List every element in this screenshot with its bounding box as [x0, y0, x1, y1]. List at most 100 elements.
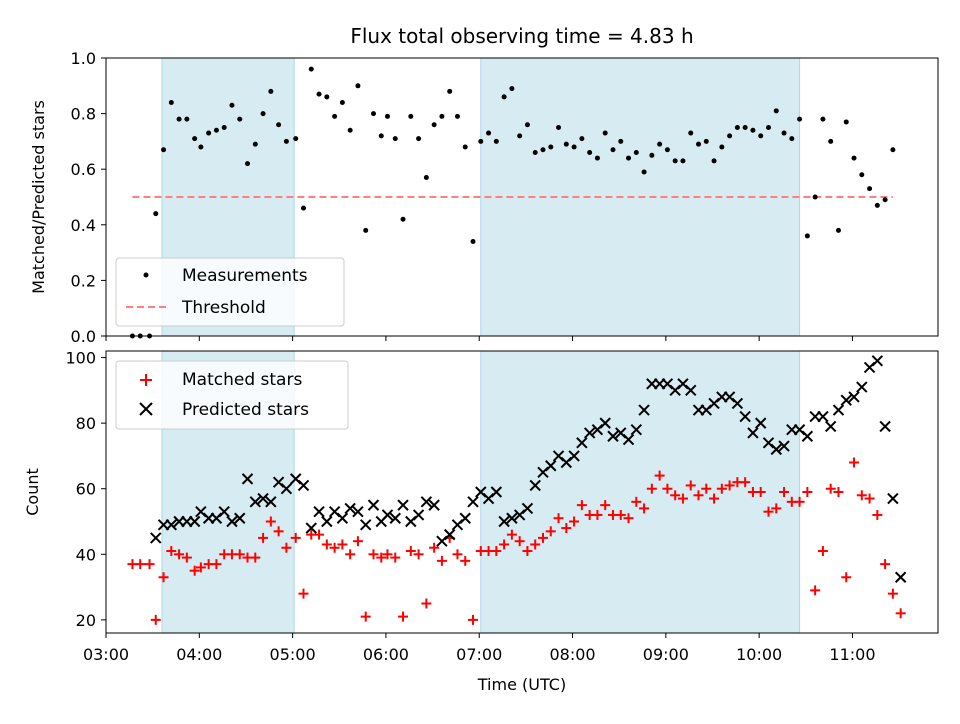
predicted-star-point	[599, 417, 611, 429]
measurement-point	[206, 130, 212, 136]
predicted-star-point	[352, 505, 364, 518]
predicted-star-point	[397, 499, 409, 511]
matched-star-point	[514, 536, 525, 547]
bottom-axes-frame	[105, 350, 939, 634]
predicted-star-point	[755, 417, 767, 429]
matched-star-point	[436, 555, 447, 566]
predicted-star-point	[344, 502, 356, 515]
measurement-point	[804, 233, 810, 239]
measurement-point	[416, 136, 422, 142]
matched-star-point	[802, 487, 813, 497]
bottom-xtick-label: 06:00	[363, 645, 409, 664]
matched-star-point	[755, 487, 766, 497]
matched-star-point	[195, 562, 206, 573]
top-yticks: 0.0 0.2 0.4 0.6 0.8 1.0	[71, 49, 106, 346]
measurement-point	[524, 122, 530, 128]
matched-star-point	[794, 496, 805, 507]
measurement-point	[874, 202, 880, 208]
predicted-star-point	[428, 499, 440, 511]
measurement-point	[308, 66, 314, 72]
measurement-point	[781, 130, 787, 136]
predicted-star-point	[249, 496, 262, 508]
measurement-point	[626, 155, 632, 161]
matched-star-point	[491, 546, 502, 557]
measurement-point	[501, 94, 507, 100]
bottom-xtick-label: 11:00	[829, 645, 875, 664]
measurement-point	[882, 197, 888, 203]
predicted-star-point	[321, 515, 333, 528]
matched-star-point	[150, 614, 161, 625]
measurement-point	[184, 116, 190, 122]
measurement-point	[867, 186, 873, 192]
measurement-point	[835, 227, 841, 233]
matched-star-point	[345, 549, 356, 560]
measurement-point	[563, 141, 569, 147]
predicted-star-point	[529, 479, 541, 492]
matched-star-point	[872, 509, 883, 520]
matched-star-point	[258, 532, 269, 543]
measurement-point	[408, 113, 414, 119]
measurement-point	[347, 127, 353, 133]
measurement-point	[293, 136, 299, 142]
matched-star-point	[685, 480, 696, 491]
predicted-star-point	[297, 479, 310, 492]
measurement-point	[221, 125, 227, 130]
matched-star-point	[763, 506, 774, 517]
bottom-xtick-label: 03:00	[83, 645, 129, 664]
matched-star-point	[779, 487, 790, 497]
matched-star-point	[329, 542, 340, 553]
measurement-point	[384, 113, 390, 119]
measurement-point	[789, 136, 795, 142]
matched-star-point	[646, 483, 657, 494]
matched-star-point	[298, 588, 309, 599]
chart-title: Flux total observing time = 4.83 h	[350, 24, 693, 48]
predicted-star-point	[498, 515, 510, 528]
measurement-point	[618, 138, 624, 144]
measurement-point	[703, 138, 709, 144]
measurement-point	[602, 130, 608, 136]
matched-star-point	[654, 470, 665, 481]
matched-star-point	[273, 526, 284, 537]
top-legend: Measurements Threshold	[115, 257, 345, 327]
measurement-point	[363, 227, 369, 233]
matched-star-point	[189, 565, 200, 576]
matched-star-point	[281, 542, 292, 553]
matched-star-point	[553, 513, 564, 524]
measurement-point	[765, 125, 771, 130]
measurement-point	[431, 122, 437, 128]
measurement-point	[213, 127, 219, 133]
predicted-star-point	[817, 410, 829, 423]
matched-star-point	[429, 542, 440, 553]
matched-star-point	[569, 516, 580, 527]
top-ytick-label: 0.6	[71, 160, 96, 179]
predicted-star-point	[521, 502, 534, 515]
measurement-point	[370, 111, 376, 117]
predicted-star-point	[583, 427, 596, 439]
matched-star-point	[895, 608, 906, 619]
predicted-star-point	[778, 440, 790, 452]
top-ytick-label: 1.0	[71, 49, 96, 68]
predicted-star-point	[545, 460, 557, 472]
predicted-star-point	[576, 437, 588, 449]
measurement-point	[339, 99, 345, 105]
bottom-panel: 20 40 60 80 100 03:00 04:00 05:00 06:00 07:00 08:…	[23, 349, 939, 694]
predicted-star-point	[412, 509, 425, 521]
matched-star-point	[452, 549, 463, 560]
measurement-point	[587, 150, 593, 156]
measurement-point	[324, 94, 330, 100]
measurement-point	[153, 211, 159, 217]
legend-predicted-label: Predicted stars	[182, 400, 309, 420]
bottom-xtick-label: 05:00	[270, 645, 316, 664]
measurement-point	[610, 147, 616, 153]
predicted-star-point	[770, 443, 782, 456]
matched-star-point	[771, 503, 782, 514]
matched-star-point	[817, 546, 828, 557]
measurement-point	[493, 138, 499, 144]
top-xticks	[105, 336, 853, 341]
predicted-star-point	[241, 473, 254, 485]
measurement-point	[355, 83, 361, 89]
legend-threshold-label: Threshold	[181, 298, 266, 318]
predicted-star-point	[879, 420, 891, 433]
matched-star-point	[166, 546, 177, 557]
matched-star-point	[211, 559, 222, 570]
